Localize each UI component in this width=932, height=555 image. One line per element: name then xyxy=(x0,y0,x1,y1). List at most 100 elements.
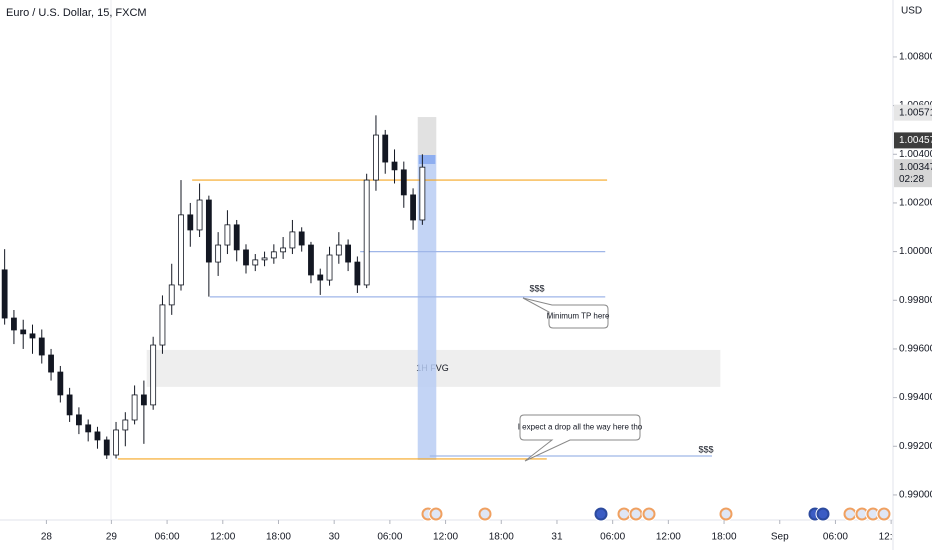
candle-body xyxy=(400,169,407,196)
candle-body xyxy=(140,394,147,406)
candle-body xyxy=(270,251,277,259)
candle-body xyxy=(363,179,370,286)
y-tick-label: 0.99600 xyxy=(899,344,932,355)
candle-body xyxy=(345,244,352,263)
event-icon-flag xyxy=(431,509,441,519)
time-axis: 28 29 06:00 12:00 18:00 30 06:00 12:00 18:00 31 06… xyxy=(41,520,893,543)
liquidity-note: $$$ xyxy=(529,283,544,293)
x-tick-label: 18:00 xyxy=(489,532,514,543)
candle-body xyxy=(94,431,101,441)
event-icon-flag xyxy=(868,509,878,519)
candle-body xyxy=(224,224,231,246)
candle-body xyxy=(168,284,175,306)
candle-body xyxy=(196,199,203,231)
x-tick-label: Sep xyxy=(771,532,789,543)
y-tick-label: 0.99200 xyxy=(899,441,932,452)
candle-body xyxy=(382,134,389,163)
candle-body xyxy=(178,214,184,286)
candle-body xyxy=(308,244,314,276)
candle-body xyxy=(150,344,157,406)
candle-body xyxy=(233,224,240,251)
candle-body xyxy=(113,429,119,456)
high-tag-label: 1.00571 xyxy=(899,107,932,118)
callout-box xyxy=(519,414,641,462)
candle-body xyxy=(57,371,64,396)
event-icon-flag xyxy=(631,509,641,519)
x-tick-label: 12:00 xyxy=(433,532,458,543)
event-icon xyxy=(854,506,870,522)
liquidity-note: $$$ xyxy=(698,444,713,454)
y-tick-label: 1.00200 xyxy=(899,198,932,209)
candle-body xyxy=(29,333,36,339)
x-tick-label: 29 xyxy=(106,532,118,543)
candle-body xyxy=(11,317,17,331)
x-tick-label: 06:00 xyxy=(155,532,180,543)
y-tick-label: 1.00000 xyxy=(899,246,932,257)
x-tick-label: 12:00 xyxy=(210,532,235,543)
candle-body xyxy=(131,394,138,421)
current-price-label: 1.00347 xyxy=(899,162,932,173)
candle-body xyxy=(76,414,82,426)
candle-body xyxy=(205,199,212,263)
event-icon xyxy=(628,506,644,522)
y-tick-label: 1.00800 xyxy=(899,52,932,63)
x-tick-label: 06:00 xyxy=(377,532,402,543)
candle-body xyxy=(289,231,296,249)
event-icon xyxy=(641,506,657,522)
event-icon xyxy=(876,506,892,522)
event-icon-flag xyxy=(480,509,490,519)
event-icon xyxy=(428,506,444,522)
candle-body xyxy=(354,261,361,286)
x-tick-label: 06:00 xyxy=(600,532,625,543)
candle-body xyxy=(261,257,268,261)
candle-body xyxy=(280,247,287,253)
event-icon xyxy=(815,506,831,522)
candle-body xyxy=(373,134,379,181)
candle-body xyxy=(66,394,73,416)
countdown-label: 02:28 xyxy=(899,174,924,185)
candle-body xyxy=(159,304,166,346)
event-icon-flag xyxy=(879,509,889,519)
y-tick-label: 0.99400 xyxy=(899,392,932,403)
event-icon-flag xyxy=(619,509,629,519)
candle-body xyxy=(317,274,324,281)
candle-body xyxy=(103,439,110,456)
candle-body xyxy=(298,231,305,246)
candle-body xyxy=(252,259,259,266)
x-tick-label: 12:00 xyxy=(656,532,681,543)
candle-body xyxy=(48,354,54,373)
callout-text: Minimum TP here xyxy=(547,312,610,321)
candle-body xyxy=(326,254,333,281)
event-icon xyxy=(477,506,493,522)
event-icon xyxy=(718,506,734,522)
candle-body xyxy=(122,419,129,431)
symbol-title: Euro / U.S. Dollar, 15, FXCM xyxy=(6,7,147,19)
event-icon-flag xyxy=(721,509,731,519)
y-tick-label: 1.00400 xyxy=(899,149,932,160)
position-entry xyxy=(418,155,436,165)
callout-box xyxy=(522,297,609,329)
y-tick-label: 0.99800 xyxy=(899,295,932,306)
x-tick-label: 28 xyxy=(41,532,53,543)
candle-body xyxy=(215,244,222,263)
event-icon-flag xyxy=(857,509,867,519)
event-icon xyxy=(593,506,609,522)
candle-body xyxy=(1,269,8,319)
high-tag xyxy=(894,104,932,121)
currency: USD xyxy=(901,6,922,17)
candle-body xyxy=(243,249,249,266)
candle-body xyxy=(187,214,194,231)
x-tick-label: 18:00 xyxy=(266,532,291,543)
x-tick-label: 30 xyxy=(329,532,341,543)
y-tick-label: 0.99000 xyxy=(899,490,932,501)
event-icon-flag xyxy=(818,509,828,519)
x-tick-label: 18:00 xyxy=(712,532,737,543)
event-icon-flag xyxy=(845,509,855,519)
candle-body xyxy=(419,166,426,221)
position-stop xyxy=(417,117,437,156)
event-icon-flag xyxy=(596,509,606,519)
last-bar-tag xyxy=(894,132,932,149)
candle-body xyxy=(410,194,416,221)
